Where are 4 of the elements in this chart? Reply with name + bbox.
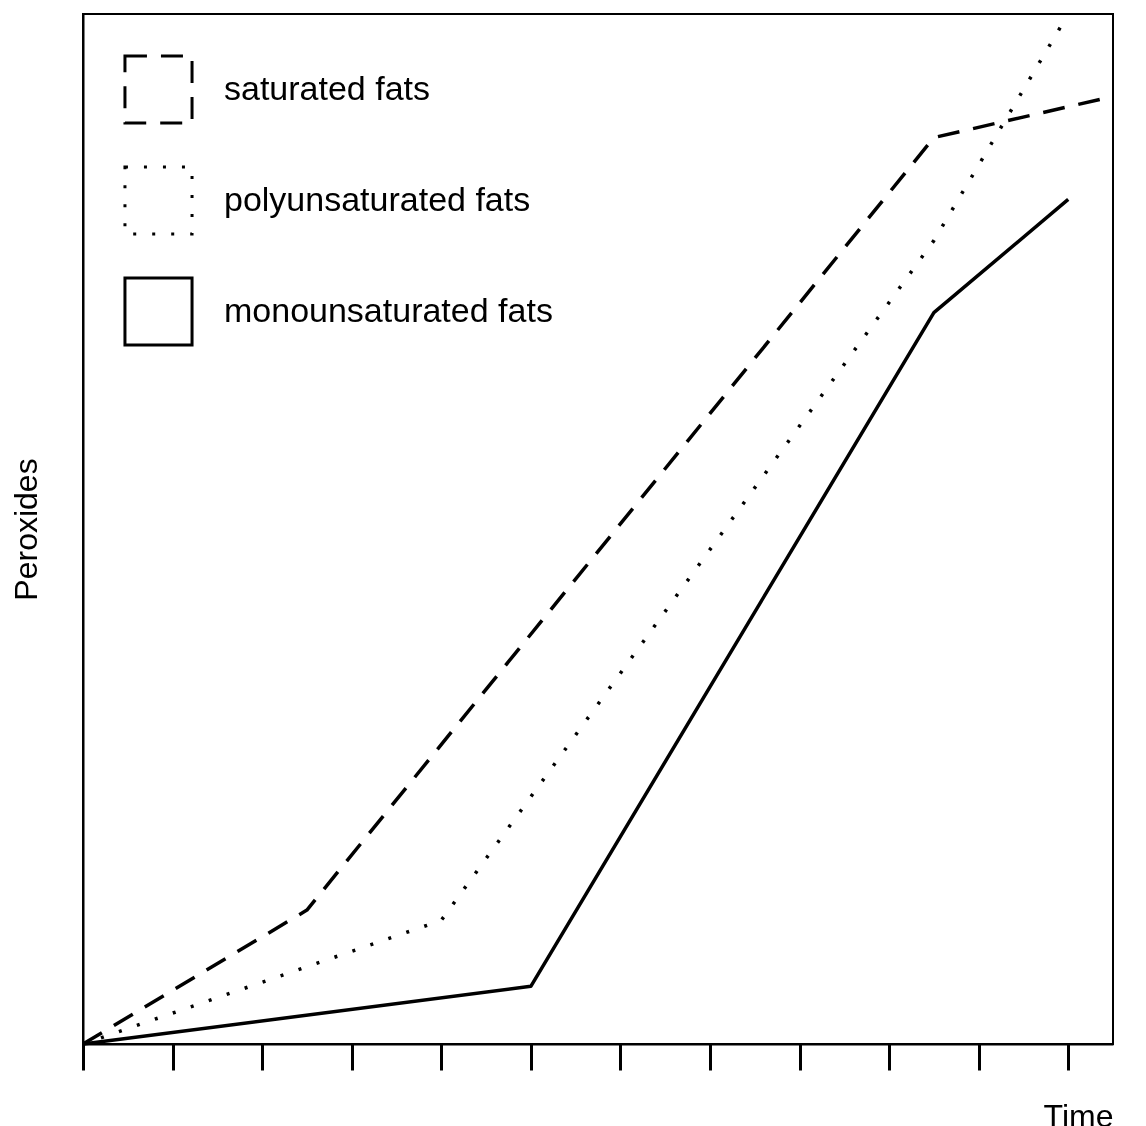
legend-label: monounsaturated fats	[224, 290, 553, 329]
y-axis-title: Peroxides	[7, 458, 44, 601]
legend-label: saturated fats	[224, 68, 431, 107]
legend-label: polyunsaturated fats	[224, 179, 531, 218]
